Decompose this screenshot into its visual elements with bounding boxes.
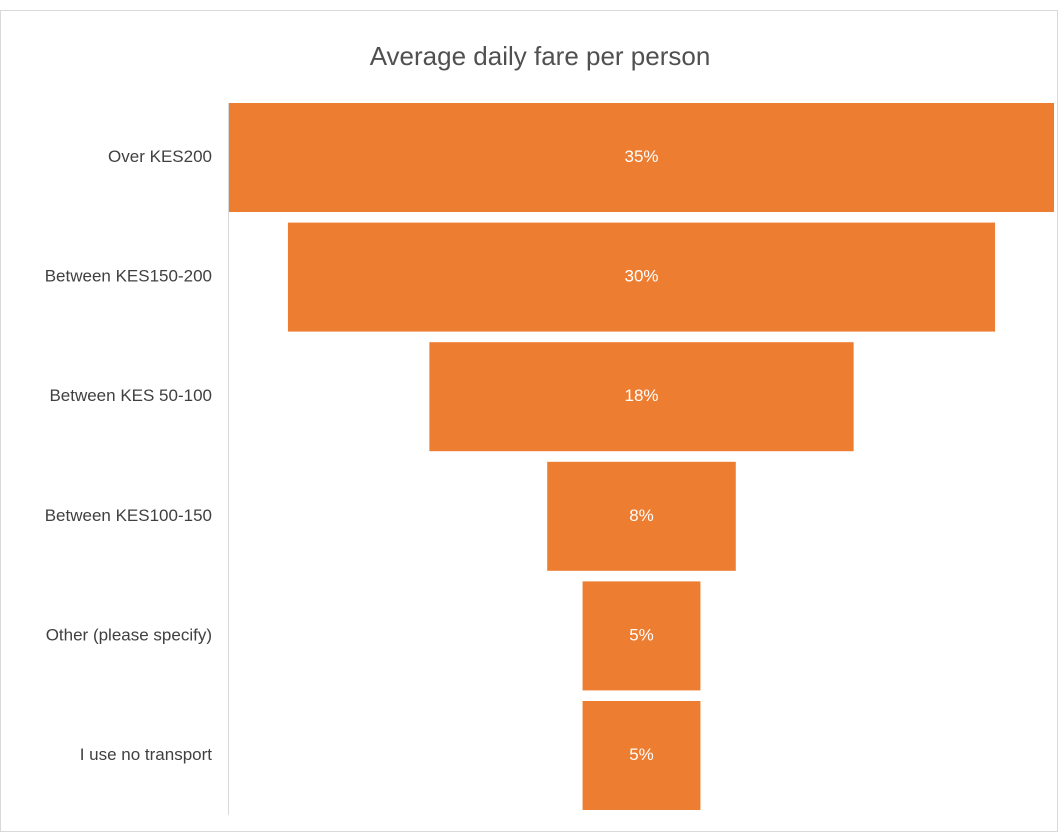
funnel-bar (582, 701, 701, 810)
funnel-bar (429, 342, 854, 452)
data-label: 18% (624, 386, 658, 405)
category-label: Between KES100-150 (45, 506, 212, 525)
funnel-bar (547, 461, 736, 571)
funnel-bar (582, 581, 701, 691)
chart-title: Average daily fare per person (370, 41, 711, 71)
category-label: I use no transport (80, 745, 213, 764)
funnel-bar (287, 222, 996, 332)
data-label: 35% (624, 147, 658, 166)
data-label: 5% (629, 625, 654, 644)
category-label: Between KES 50-100 (49, 386, 212, 405)
data-label: 8% (629, 506, 654, 525)
funnel-bar (229, 103, 1054, 212)
category-label: Over KES200 (108, 147, 212, 166)
category-label: Other (please specify) (46, 625, 212, 644)
data-label: 5% (629, 745, 654, 764)
data-label: 30% (624, 267, 658, 286)
category-label: Between KES150-200 (45, 267, 212, 286)
